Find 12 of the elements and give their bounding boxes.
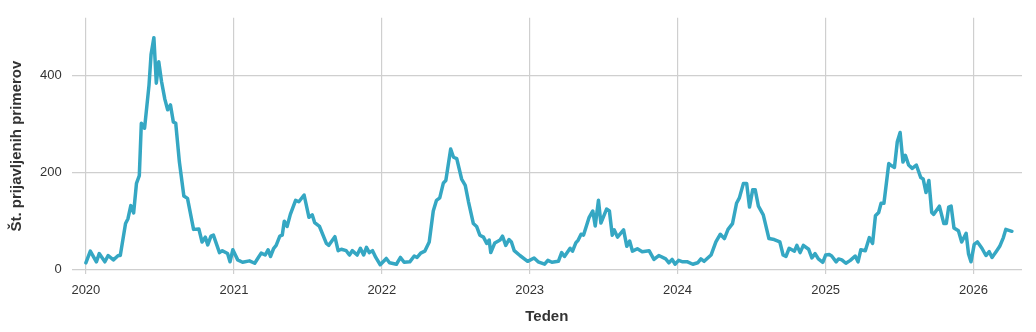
y-axis-title: Št. prijavljenih primerov (7, 60, 25, 232)
y-tick-label: 0 (54, 261, 62, 277)
y-tick-label: 200 (39, 164, 62, 180)
x-tick-label: 2020 (71, 281, 101, 297)
y-tick-label: 400 (39, 67, 62, 83)
x-tick-label: 2025 (811, 281, 841, 297)
x-tick-label: 2021 (219, 281, 249, 297)
x-tick-label: 2023 (515, 281, 545, 297)
x-tick-label: 2024 (662, 281, 692, 297)
x-tick-label: 2026 (958, 281, 988, 297)
x-axis-title: Teden (525, 307, 569, 325)
x-tick-label: 2022 (367, 281, 397, 297)
